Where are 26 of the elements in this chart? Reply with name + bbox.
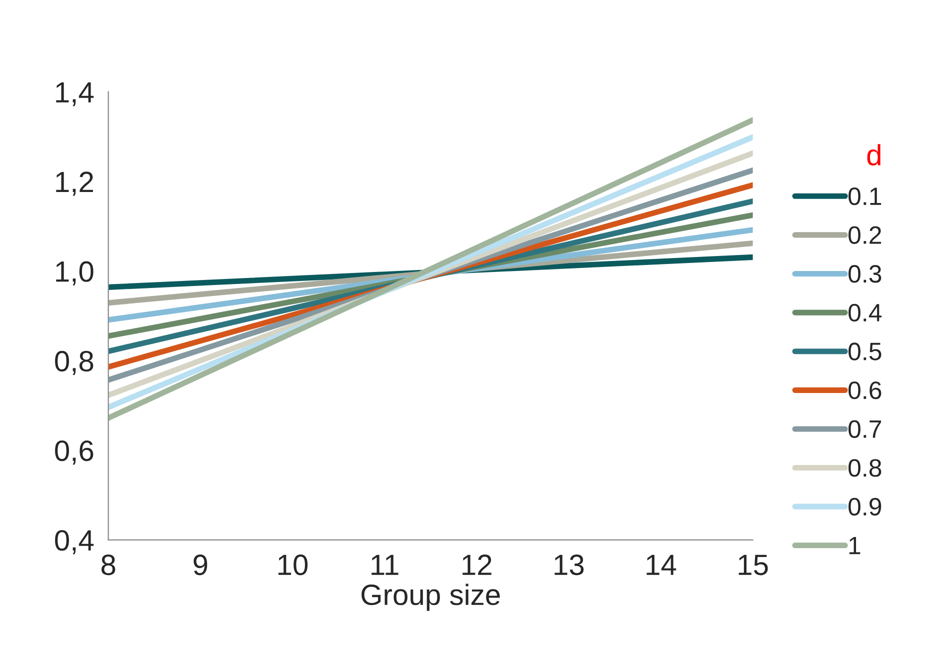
x-tick-label: 15 <box>738 554 768 576</box>
legend-label: 0.9 <box>848 498 882 516</box>
legend-label: 0.5 <box>848 342 882 360</box>
y-tick-label: 1,0 <box>56 261 94 286</box>
x-tick-label: 8 <box>102 554 116 576</box>
x-tick-label: 11 <box>372 554 398 575</box>
x-tick-label: 12 <box>462 554 492 575</box>
x-tick-label: 14 <box>646 554 676 575</box>
y-tick-label: 0,8 <box>55 350 94 375</box>
legend-label: 0.8 <box>848 459 882 477</box>
legend-label: 0.6 <box>848 381 882 400</box>
x-tick-label: 10 <box>278 554 308 576</box>
x-tick-label: 13 <box>554 554 584 576</box>
y-tick-label: 0,6 <box>55 440 94 465</box>
legend-label: 0.2 <box>848 226 882 244</box>
legend-label: 0.4 <box>848 304 882 322</box>
legend-title: d <box>867 144 880 166</box>
y-tick-label: 1,4 <box>56 82 94 106</box>
legend-label: 0.7 <box>848 420 882 438</box>
x-axis-title: Group size <box>362 584 500 611</box>
y-tick-label: 0,4 <box>55 530 94 554</box>
x-tick-label: 9 <box>194 554 208 576</box>
legend-label: 0.1 <box>848 187 882 206</box>
legend-label: 1 <box>849 536 860 554</box>
y-tick-label: 1,2 <box>56 172 93 196</box>
legend-label: 0.3 <box>848 265 882 283</box>
